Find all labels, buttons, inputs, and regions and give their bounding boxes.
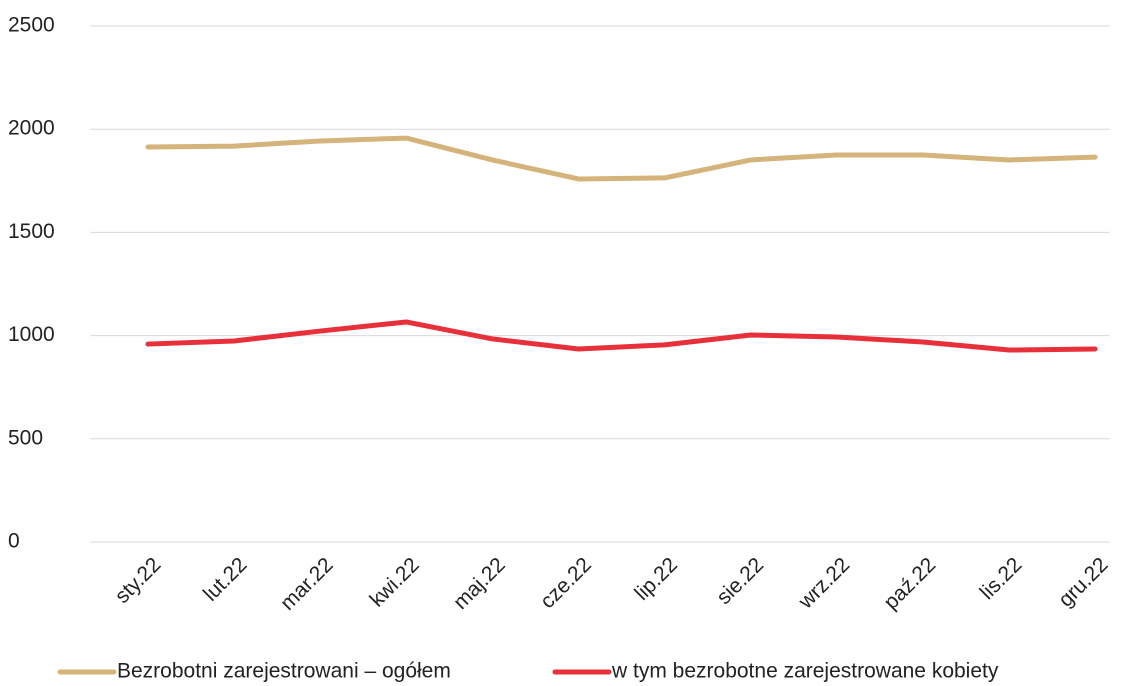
x-tick-label: maj.22 [449, 553, 510, 614]
x-tick-label: sty.22 [111, 553, 166, 608]
x-tick-label: gru.22 [1054, 553, 1112, 611]
y-tick-label: 0 [8, 530, 20, 553]
x-tick-label: wrz.22 [794, 553, 855, 614]
x-tick-label: lip.22 [630, 553, 682, 605]
line [145, 319, 1098, 353]
y-tick-label: 1500 [8, 220, 55, 243]
x-tick-label: lis.22 [976, 553, 1027, 604]
y-tick-label: 500 [8, 426, 43, 449]
y-tick-label: 2000 [8, 117, 55, 140]
legend-label: w tym bezrobotne zarejestrowane kobiety [611, 660, 999, 683]
legend-label: Bezrobotni zarejestrowani – ogółem [117, 660, 451, 683]
x-tick-label: kwi.22 [365, 553, 423, 611]
x-tick-label: paź.22 [880, 553, 941, 614]
x-tick-label: lut.22 [199, 553, 252, 606]
line [145, 135, 1098, 182]
y-tick-label: 1000 [8, 323, 55, 346]
y-tick-label: 2500 [8, 14, 55, 37]
x-tick-label: cze.22 [536, 553, 596, 613]
x-tick-label: sie.22 [712, 553, 768, 609]
x-tick-label: mar.22 [276, 553, 338, 615]
